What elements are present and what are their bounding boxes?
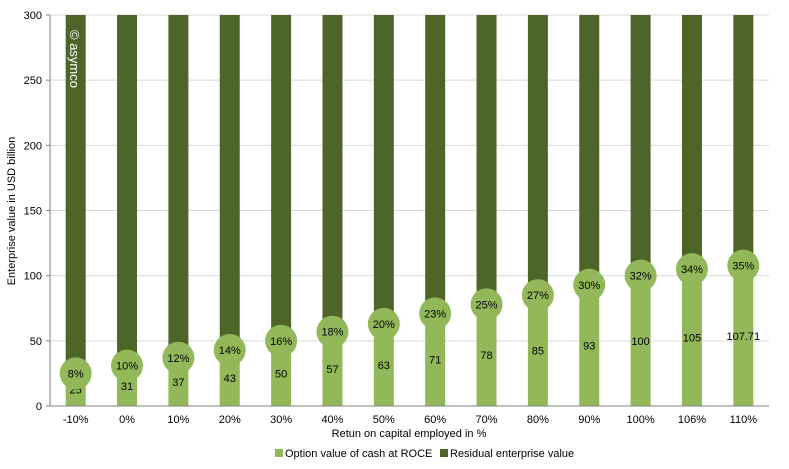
share-label: 18% (321, 327, 343, 339)
bar-residual-value (681, 15, 702, 270)
legend-label-residual-value: Residual enterprise value (450, 448, 574, 460)
bar-residual-value (425, 15, 446, 314)
share-label: 30% (578, 280, 600, 292)
bar-residual-value (373, 15, 394, 324)
share-marker (419, 297, 452, 330)
bar-residual-value (579, 15, 600, 285)
bar-option-value (476, 304, 497, 406)
legend-swatch-residual-value (440, 449, 448, 457)
legend-label-option-value: Option value of cash at ROCE (285, 448, 432, 460)
bar-value-label: 63 (378, 360, 390, 372)
share-marker (213, 333, 246, 366)
bar-value-label: 43 (224, 373, 236, 385)
y-tick-label: 300 (24, 10, 42, 22)
share-marker (111, 349, 144, 382)
bar-residual-value (476, 15, 497, 305)
bar-value-label: 100 (631, 336, 649, 348)
axes: 0 50 100 150 200 250 300 -10% 0% 10% 20% 30% 40% 50% 6… (24, 10, 769, 426)
legend-swatch-option-value (275, 449, 283, 457)
y-tick-label: 100 (24, 271, 42, 283)
y-tick-label: 50 (30, 336, 42, 348)
bar-residual-value (630, 15, 651, 276)
share-label: 27% (527, 290, 549, 302)
bar-value-label: 50 (275, 368, 287, 380)
share-marker (573, 268, 606, 301)
bar-residual-value (219, 15, 240, 350)
bar-value-label: 105 (683, 333, 701, 345)
share-markers: 8% 10% 12% 14% 16% 18% 20% 23% 25% 27% 30% 32% 34% 35… (59, 249, 760, 390)
bar-option-value (733, 265, 754, 406)
share-marker (59, 357, 92, 390)
bar-value-label: 37 (172, 377, 184, 389)
bar-value-label: 78 (480, 350, 492, 362)
bar-residual-value (322, 15, 343, 332)
bar-value-label: 71 (429, 355, 441, 367)
share-label: 10% (116, 361, 138, 373)
bar-residual-value (271, 15, 292, 341)
bar-value-label: 85 (532, 346, 544, 358)
bar-option-value (579, 284, 600, 406)
share-marker (265, 324, 298, 357)
x-tick-label: 40% (321, 414, 343, 426)
share-marker (727, 249, 760, 282)
watermark-text: © asymco (67, 30, 82, 88)
x-tick-label: 80% (527, 414, 549, 426)
x-tick-label: -10% (63, 414, 89, 426)
bar-option-value (681, 269, 702, 406)
x-tick-label: 30% (270, 414, 292, 426)
bar-residual-value (65, 15, 86, 374)
bar-value-label: 57 (326, 364, 338, 376)
legend: Option value of cash at ROCE Residual en… (275, 448, 574, 460)
share-label: 32% (630, 271, 652, 283)
x-axis-title: Retun on capital employed in % (332, 428, 487, 440)
bar-residual-value (527, 15, 548, 296)
x-tick-label: 110% (730, 414, 758, 426)
bar-option-value (425, 313, 446, 406)
y-tick-label: 150 (24, 206, 42, 218)
share-marker (624, 259, 657, 292)
bar-residual-value (117, 15, 138, 366)
share-marker (316, 315, 349, 348)
share-label: 23% (424, 308, 446, 320)
bar-value-label: 31 (121, 381, 133, 393)
bar-value-label: 107.71 (726, 331, 760, 343)
share-label: 8% (68, 368, 84, 380)
y-tick-label: 200 (24, 140, 42, 152)
x-tick-label: 10% (167, 414, 189, 426)
share-label: 35% (732, 261, 754, 273)
bar-value-label: 93 (583, 340, 595, 352)
x-tick-label: 50% (373, 414, 395, 426)
gridlines (50, 14, 769, 407)
x-tick-label: 60% (424, 414, 446, 426)
x-tick-label: 106% (678, 414, 706, 426)
bar-option-value (373, 323, 394, 406)
x-tick-label: 0% (119, 414, 135, 426)
bar-option-value (322, 331, 343, 406)
share-marker (675, 253, 708, 286)
share-label: 14% (219, 345, 241, 357)
bar-option-value (271, 340, 292, 406)
share-marker (521, 279, 554, 312)
share-marker (162, 341, 195, 374)
bar-option-value (630, 275, 651, 406)
share-label: 25% (476, 299, 498, 311)
share-label: 20% (373, 319, 395, 331)
x-tick-label: 100% (627, 414, 655, 426)
share-label: 16% (270, 336, 292, 348)
x-tick-label: 70% (476, 414, 498, 426)
share-marker (470, 288, 503, 321)
share-marker (367, 307, 400, 340)
share-label: 34% (681, 264, 703, 276)
share-label: 12% (167, 353, 189, 365)
y-tick-label: 250 (24, 75, 42, 87)
x-tick-label: 20% (219, 414, 241, 426)
bar-option-value (527, 295, 548, 406)
y-axis-title: Enterprise value in USD billion (6, 137, 18, 286)
y-tick-label: 0 (36, 401, 42, 413)
bar-residual-value (733, 15, 754, 266)
bar-residual-value (168, 15, 189, 358)
x-tick-label: 90% (578, 414, 600, 426)
